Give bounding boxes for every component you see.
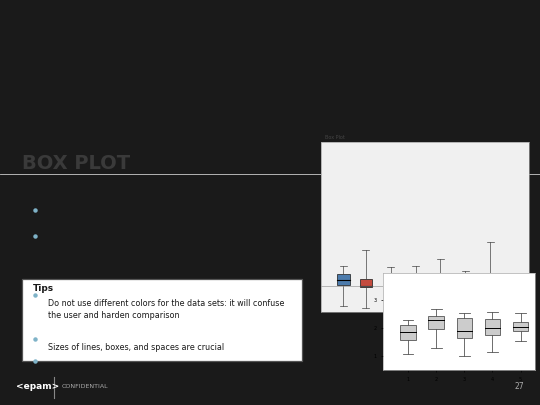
Text: Make labels and values readable: Make labels and values readable [48,365,180,374]
Text: Showing several simultaneous comparisons: Showing several simultaneous comparisons [46,214,235,224]
Bar [360,279,372,287]
Bar [400,325,416,340]
Bar [409,279,422,287]
Bar [484,280,496,283]
Text: Box Plot: Box Plot [326,135,346,140]
Text: Is best for:: Is best for: [27,197,87,207]
Bar [434,278,447,284]
Text: Tips: Tips [32,284,53,293]
Text: BOX PLOT: BOX PLOT [22,154,130,173]
Bar [460,275,471,282]
Text: <epam>: <epam> [16,382,59,391]
Bar [428,315,444,329]
Text: Sizes of lines, boxes, and spaces are crucial: Sizes of lines, boxes, and spaces are cr… [48,343,224,352]
Text: Showing the location and degree of dispersion
(spread or range) at the same time: Showing the location and degree of dispe… [46,240,247,262]
Bar [456,318,472,338]
Bar [485,319,500,335]
Bar [384,276,397,288]
Text: CONFIDENTIAL: CONFIDENTIAL [62,384,109,389]
Bar [513,322,528,331]
Bar [338,274,349,286]
Text: Do not use different colors for the data sets: it will confuse
the user and hard: Do not use different colors for the data… [48,299,284,320]
Bar [22,279,302,361]
Text: 27: 27 [514,382,524,391]
